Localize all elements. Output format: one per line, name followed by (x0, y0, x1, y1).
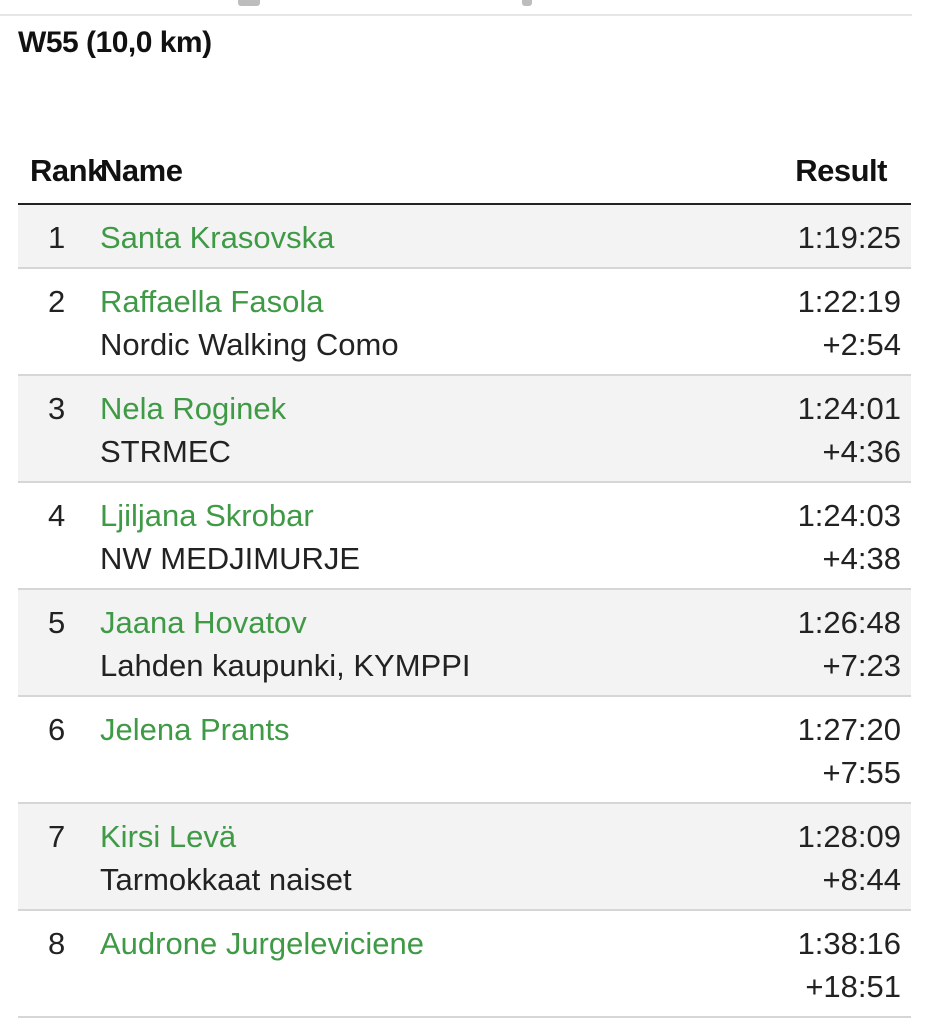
table-row: 6 Jelena Prants 1:27:20 +7:55 (18, 697, 911, 804)
rank-cell: 8 (48, 926, 66, 961)
name-column-header: Name (100, 153, 183, 188)
table-header: Rank Name Result (18, 150, 911, 205)
rank-cell: 6 (48, 712, 66, 747)
top-divider (0, 14, 912, 16)
finish-time: 1:24:03 (797, 498, 901, 533)
time-behind: +4:36 (822, 434, 901, 469)
club-name: Nordic Walking Como (100, 327, 399, 362)
club-name: Lahden kaupunki, KYMPPI (100, 648, 471, 683)
class-title: W55 (10,0 km) (18, 26, 212, 59)
club-name: NW MEDJIMURJE (100, 541, 361, 576)
athlete-name-link[interactable]: Audrone Jurgeleviciene (100, 926, 424, 961)
athlete-name-link[interactable]: Nela Roginek (100, 391, 287, 426)
name-cell: Nela Roginek STRMEC (100, 387, 711, 481)
rank-column-header: Rank (30, 153, 104, 188)
table-row: 4 Ljiljana Skrobar NW MEDJIMURJE 1:24:03 +4:… (18, 483, 911, 590)
results-table: Rank Name Result 1 Santa Krasovska 1:19:25… (18, 150, 911, 1018)
club-name: Tarmokkaat naiset (100, 862, 352, 897)
time-behind: +18:51 (805, 969, 901, 1004)
rank-cell: 2 (48, 284, 66, 319)
result-cell: 1:22:19 +2:54 (711, 280, 911, 374)
name-cell: Audrone Jurgeleviciene (100, 922, 711, 1016)
table-row: 8 Audrone Jurgeleviciene 1:38:16 +18:51 (18, 911, 911, 1018)
result-cell: 1:24:03 +4:38 (711, 494, 911, 588)
finish-time: 1:24:01 (797, 391, 901, 426)
finish-time: 1:28:09 (797, 819, 901, 854)
rank-cell: 3 (48, 391, 66, 426)
time-behind: +8:44 (822, 862, 901, 897)
table-body: 1 Santa Krasovska 1:19:25 2 Raffaella Fasola… (18, 205, 911, 1018)
name-cell: Ljiljana Skrobar NW MEDJIMURJE (100, 494, 711, 588)
finish-time: 1:19:25 (797, 220, 901, 255)
result-cell: 1:27:20 +7:55 (711, 708, 911, 802)
club-name: STRMEC (100, 434, 231, 469)
name-cell: Jaana Hovatov Lahden kaupunki, KYMPPI (100, 601, 711, 695)
table-row: 7 Kirsi Levä Tarmokkaat naiset 1:28:09 +8:44 (18, 804, 911, 911)
finish-time: 1:26:48 (797, 605, 901, 640)
finish-time: 1:27:20 (797, 712, 901, 747)
table-row: 3 Nela Roginek STRMEC 1:24:01 +4:36 (18, 376, 911, 483)
table-row: 2 Raffaella Fasola Nordic Walking Como 1:22… (18, 269, 911, 376)
result-cell: 1:24:01 +4:36 (711, 387, 911, 481)
table-row: 5 Jaana Hovatov Lahden kaupunki, KYMPPI 1:2… (18, 590, 911, 697)
time-behind: +7:23 (822, 648, 901, 683)
name-cell: Jelena Prants (100, 708, 711, 802)
result-cell: 1:19:25 (711, 216, 911, 267)
name-cell: Kirsi Levä Tarmokkaat naiset (100, 815, 711, 909)
cropped-heading-fragment (522, 0, 532, 6)
time-behind: +2:54 (822, 327, 901, 362)
result-column-header: Result (795, 153, 887, 188)
rank-cell: 7 (48, 819, 66, 854)
athlete-name-link[interactable]: Raffaella Fasola (100, 284, 324, 319)
athlete-name-link[interactable]: Jelena Prants (100, 712, 290, 747)
athlete-name-link[interactable]: Santa Krasovska (100, 220, 335, 255)
time-behind: +4:38 (822, 541, 901, 576)
name-cell: Raffaella Fasola Nordic Walking Como (100, 280, 711, 374)
name-cell: Santa Krasovska (100, 216, 711, 267)
finish-time: 1:38:16 (797, 926, 901, 961)
time-behind: +7:55 (822, 755, 901, 790)
rank-cell: 1 (48, 220, 66, 255)
athlete-name-link[interactable]: Kirsi Levä (100, 819, 237, 854)
cropped-heading-fragment (238, 0, 260, 6)
athlete-name-link[interactable]: Jaana Hovatov (100, 605, 307, 640)
result-cell: 1:38:16 +18:51 (711, 922, 911, 1016)
table-row: 1 Santa Krasovska 1:19:25 (18, 205, 911, 269)
rank-cell: 5 (48, 605, 66, 640)
result-cell: 1:28:09 +8:44 (711, 815, 911, 909)
finish-time: 1:22:19 (797, 284, 901, 319)
rank-cell: 4 (48, 498, 66, 533)
athlete-name-link[interactable]: Ljiljana Skrobar (100, 498, 314, 533)
result-cell: 1:26:48 +7:23 (711, 601, 911, 695)
